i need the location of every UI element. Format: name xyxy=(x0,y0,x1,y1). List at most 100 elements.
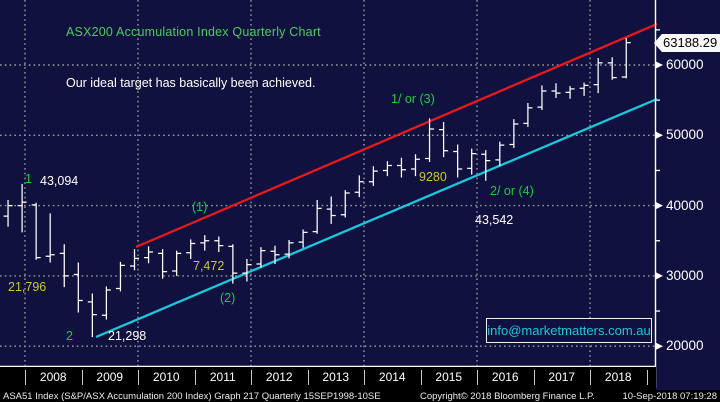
ohlc-bar xyxy=(453,144,463,178)
x-axis-year-label: 2011 xyxy=(209,370,236,384)
ohlc-bar xyxy=(298,229,308,248)
x-axis-year-label: 2010 xyxy=(152,370,180,384)
ohlc-bar xyxy=(579,82,589,96)
y-axis-label: 30000 xyxy=(666,267,704,283)
ohlc-bar xyxy=(621,38,631,79)
ohlc-bar xyxy=(200,235,210,251)
ohlc-bar xyxy=(130,249,139,271)
x-axis-separator xyxy=(590,370,591,385)
y-axis-label: 40000 xyxy=(666,197,704,213)
ohlc-bar xyxy=(101,286,111,320)
y-axis-tick-arrow xyxy=(655,131,663,140)
wave-annotation: 2/ or (4) xyxy=(490,184,534,198)
wave-annotation: 43,094 xyxy=(40,174,79,188)
ohlc-bar xyxy=(186,239,196,260)
ohlc-bar xyxy=(270,245,280,264)
x-axis-separator xyxy=(364,370,365,385)
wave-annotation: 9280 xyxy=(419,170,447,184)
ohlc-bar xyxy=(481,150,491,181)
x-axis-year-label: 2017 xyxy=(548,370,576,384)
ohlc-bar xyxy=(87,293,97,338)
ohlc-bar xyxy=(45,213,55,263)
ohlc-bar xyxy=(396,157,406,178)
ohlc-bar xyxy=(144,246,154,264)
ohlc-bar xyxy=(382,161,392,177)
ohlc-bar xyxy=(214,236,224,252)
ohlc-bar xyxy=(607,57,617,80)
wave-annotation: 21,298 xyxy=(108,329,147,343)
x-axis-strip xyxy=(0,367,656,390)
x-axis-separator xyxy=(251,370,252,385)
x-axis-year-label: 2016 xyxy=(491,370,519,384)
watermark-email: info@marketmatters.com.au xyxy=(487,323,651,338)
wave-annotation: 7,472 xyxy=(193,259,225,273)
ohlc-bar xyxy=(172,250,182,276)
ohlc-bar xyxy=(284,240,294,259)
ohlc-bar xyxy=(340,190,350,218)
ohlc-bar xyxy=(326,196,336,224)
chart-title: ASX200 Accumulation Index Quarterly Char… xyxy=(66,25,321,39)
x-axis-separator xyxy=(194,370,196,385)
x-axis-separator xyxy=(25,370,26,385)
ohlc-bar xyxy=(565,86,575,99)
status-bar: ASA51 Index (S&P/ASX Accumulation 200 In… xyxy=(0,390,720,402)
chart-annotation-subtitle: Our ideal target has basically been achi… xyxy=(66,76,316,90)
x-axis-separator xyxy=(477,370,478,385)
ohlc-bar xyxy=(537,85,547,110)
watermark-box: info@marketmatters.com.au xyxy=(486,318,652,343)
wave-annotation: 43,542 xyxy=(475,213,514,227)
x-axis-separator xyxy=(138,370,139,385)
y-axis-tick-arrow xyxy=(655,61,663,69)
y-axis-label: 50000 xyxy=(666,127,704,143)
ohlc-bar xyxy=(312,199,322,234)
x-axis-year-label: 2018 xyxy=(604,370,632,384)
y-axis-label: 60000 xyxy=(666,57,704,72)
lower-channel-support xyxy=(95,97,658,339)
upper-channel-resistance xyxy=(135,22,658,249)
ohlc-bar xyxy=(467,148,477,175)
ohlc-bar xyxy=(368,166,378,186)
ohlc-bar xyxy=(509,119,519,148)
x-axis-separator xyxy=(646,370,648,385)
y-axis-tick-arrow xyxy=(655,271,663,280)
ohlc-bar xyxy=(73,262,83,313)
wave-annotation: 1 xyxy=(25,172,32,186)
x-axis-year-label: 2008 xyxy=(39,370,67,384)
ohlc-bar xyxy=(31,202,41,260)
wave-annotation: 21,796 xyxy=(8,280,47,294)
x-axis-separator xyxy=(420,370,422,385)
ohlc-bar xyxy=(17,183,27,233)
ohlc-bar xyxy=(439,121,449,158)
ohlc-bar xyxy=(256,247,266,268)
ohlc-bar xyxy=(228,244,238,284)
ohlc-bar xyxy=(551,83,561,99)
ohlc-bar xyxy=(115,261,125,292)
ohlc-bar xyxy=(523,102,533,127)
y-axis-tick-arrow xyxy=(655,201,663,210)
x-axis-year-label: 2012 xyxy=(265,370,293,384)
x-axis-year-label: 2009 xyxy=(96,370,124,384)
ohlc-bar xyxy=(495,141,505,167)
footer-copyright: Copyright© 2018 Bloomberg Finance L.P. xyxy=(420,391,595,402)
ohlc-bar xyxy=(425,118,435,163)
wave-annotation: 2 xyxy=(66,329,73,343)
footer-timestamp: 10-Sep-2018 07:19:28 xyxy=(622,391,717,402)
x-axis-separator xyxy=(81,370,83,385)
x-axis-separator xyxy=(533,370,535,385)
y-axis-label: 20000 xyxy=(666,338,704,354)
ohlc-bar xyxy=(593,57,603,94)
wave-annotation: (1) xyxy=(192,200,208,214)
footer-security-info: ASA51 Index (S&P/ASX Accumulation 200 In… xyxy=(3,391,381,402)
x-axis-year-label: 2015 xyxy=(435,370,463,384)
ohlc-bar xyxy=(411,154,420,177)
wave-annotation: 1/ or (3) xyxy=(391,92,435,106)
x-axis-year-label: 2014 xyxy=(378,370,406,384)
last-price-badge: 63188.29 xyxy=(654,34,720,52)
y-axis-tick-arrow xyxy=(655,342,663,351)
ohlc-bar xyxy=(59,244,69,288)
x-axis-year-label: 2013 xyxy=(322,370,350,384)
wave-annotation: (2) xyxy=(220,291,236,305)
ohlc-bar xyxy=(3,199,13,227)
x-axis-separator xyxy=(307,370,309,385)
